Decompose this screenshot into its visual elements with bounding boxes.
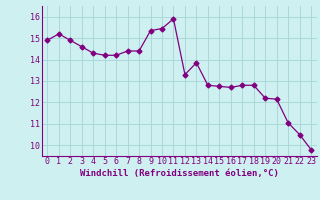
X-axis label: Windchill (Refroidissement éolien,°C): Windchill (Refroidissement éolien,°C) [80, 169, 279, 178]
